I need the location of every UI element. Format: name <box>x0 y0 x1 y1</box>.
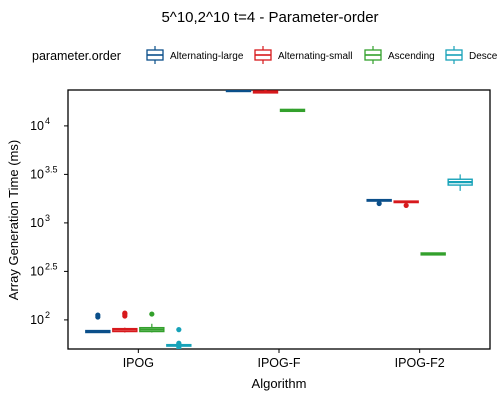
plot-panel <box>67 89 491 350</box>
x-axis: IPOG IPOG-F IPOG-F2 <box>123 349 445 370</box>
box-alternating-large-ipog-f2 <box>366 198 392 207</box>
outlier-point <box>176 326 182 333</box>
x-tick-label: IPOG-F2 <box>395 356 445 370</box>
y-tick-exponent: 2.5 <box>45 261 58 271</box>
y-axis-label: Array Generation Time (ms) <box>6 140 21 300</box>
legend-item-alternating-large: Alternating-large <box>146 46 244 64</box>
y-axis: 10 210 2.510 310 3.510 4 <box>30 116 68 327</box>
outlier-point <box>403 202 409 209</box>
legend-item-label: Desce <box>469 51 498 62</box>
y-tick-exponent: 4 <box>45 116 50 126</box>
box-desce-ipog-f <box>308 83 332 89</box>
outlier-point <box>149 311 155 317</box>
legend-item-alternating-small: Alternating-small <box>254 46 352 64</box>
outlier-point <box>263 90 268 91</box>
outlier-point <box>95 312 101 318</box>
y-tick-label: 10 <box>30 167 44 181</box>
legend-item-label: Alternating-large <box>170 51 244 62</box>
plot-area <box>67 83 491 350</box>
y-tick-base: 10 <box>30 264 44 278</box>
y-tick-exponent: 3.5 <box>45 164 58 174</box>
x-tick-label: IPOG <box>123 356 154 370</box>
box-alternating-small-ipog <box>112 310 138 333</box>
legend-item-label: Ascending <box>388 51 435 62</box>
y-tick-base: 10 <box>30 216 44 230</box>
y-tick-label: 10 <box>30 216 44 230</box>
box-desce-ipog-f2 <box>447 174 473 191</box>
y-tick-label: 10 <box>30 264 44 278</box>
outlier-point <box>122 310 128 316</box>
box-ascending-ipog-f2 <box>420 252 446 256</box>
outlier-point <box>176 340 182 346</box>
box-ascending-ipog-f <box>279 108 306 113</box>
y-tick-base: 10 <box>30 313 44 327</box>
outlier-point <box>376 200 382 207</box>
legend-item-label: Alternating-small <box>278 51 352 62</box>
legend: parameter.order Alternating-large Alterna… <box>32 46 498 64</box>
x-axis-label: Algorithm <box>252 376 307 391</box>
y-tick-exponent: 2 <box>45 310 50 320</box>
box-ascending-ipog <box>139 311 165 333</box>
legend-item-desce: Desce <box>445 46 498 64</box>
legend-item-ascending: Ascending <box>364 46 435 64</box>
chart-title: 5^10,2^10 t=4 - Parameter-order <box>161 9 378 26</box>
outlier-point <box>263 84 268 89</box>
box-iqr <box>308 84 332 88</box>
legend-title: parameter.order <box>32 49 121 63</box>
box-alternating-large-ipog <box>85 312 111 334</box>
y-tick-exponent: 3 <box>45 213 50 223</box>
y-tick-label: 10 <box>30 119 44 133</box>
y-tick-base: 10 <box>30 167 44 181</box>
box-alternating-small-ipog-f <box>252 84 279 94</box>
box-alternating-small-ipog-f2 <box>393 200 419 209</box>
y-tick-base: 10 <box>30 119 44 133</box>
x-tick-label: IPOG-F <box>257 356 300 370</box>
y-tick-label: 10 <box>30 313 44 327</box>
box-desce-ipog <box>166 326 192 349</box>
box-alternating-large-ipog-f <box>225 90 252 93</box>
